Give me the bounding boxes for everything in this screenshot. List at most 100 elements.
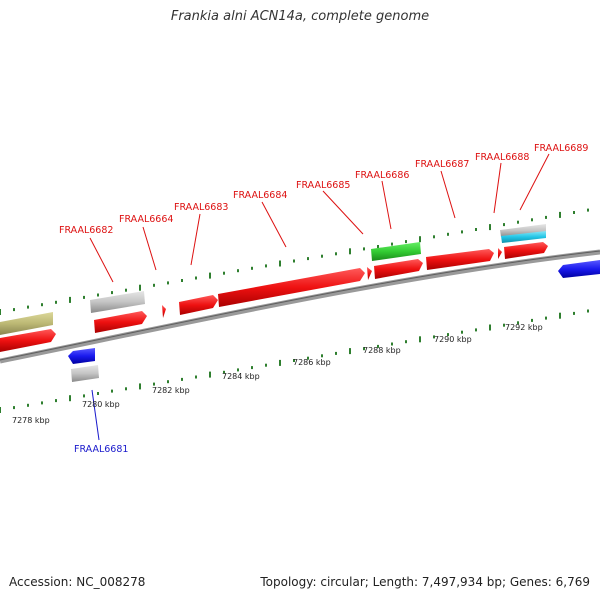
gene-arrow <box>218 268 365 307</box>
minor-tick <box>461 330 463 334</box>
major-tick <box>139 284 141 291</box>
gene-labels: FRAAL6682 FRAAL6664 FRAAL6683 FRAAL6684 … <box>59 143 588 455</box>
leader-line <box>322 190 364 235</box>
major-tick <box>209 272 211 279</box>
minor-tick <box>251 366 253 370</box>
minor-tick <box>587 309 589 313</box>
gene-label: FRAAL6664 <box>119 214 173 225</box>
minor-tick <box>433 335 435 339</box>
minor-tick <box>223 271 225 275</box>
genome-backbone <box>0 249 600 364</box>
minor-tick <box>363 247 365 251</box>
major-tick <box>559 211 561 218</box>
minor-tick <box>265 363 267 367</box>
kbp-label: 7292 kbp <box>505 323 543 332</box>
minor-tick <box>237 269 239 273</box>
minor-tick <box>307 257 309 261</box>
major-tick <box>139 383 141 390</box>
kbp-label: 7278 kbp <box>12 416 50 425</box>
gene-label: FRAAL6686 <box>355 170 409 181</box>
gene-label: FRAAL6681 <box>74 444 128 455</box>
minor-tick <box>41 303 43 307</box>
gene-arrow <box>367 267 372 280</box>
grey-feature <box>500 224 546 237</box>
minor-tick <box>13 406 15 410</box>
minor-tick <box>321 254 323 258</box>
minor-tick <box>195 375 197 379</box>
minor-tick <box>461 230 463 234</box>
gene-arrow <box>0 329 56 352</box>
kbp-label: 7288 kbp <box>363 346 401 355</box>
minor-tick <box>293 259 295 263</box>
major-tick <box>0 309 1 315</box>
minor-tick <box>363 347 365 351</box>
leader-line <box>91 389 100 441</box>
major-tick <box>489 224 491 231</box>
kbp-label: 7282 kbp <box>152 386 190 395</box>
minor-tick <box>97 392 99 395</box>
minor-tick <box>335 252 337 256</box>
minor-tick <box>167 281 169 285</box>
minor-tick <box>83 394 85 398</box>
minor-tick <box>223 370 225 374</box>
kbp-label: 7290 kbp <box>434 335 472 344</box>
gene-label: FRAAL6682 <box>59 225 113 236</box>
minor-tick <box>377 245 379 248</box>
minor-tick <box>237 368 239 372</box>
minor-tick <box>447 232 449 236</box>
cyan-feature <box>501 231 546 243</box>
gene-label: FRAAL6689 <box>534 143 588 154</box>
minor-tick <box>321 354 323 358</box>
minor-tick <box>181 279 183 282</box>
major-tick <box>419 336 421 343</box>
major-tick <box>209 371 211 378</box>
gene-arrow <box>162 305 166 318</box>
outer-tick-track <box>0 208 589 315</box>
major-tick <box>489 324 491 331</box>
major-tick <box>559 312 561 319</box>
gene-label: FRAAL6685 <box>296 180 350 191</box>
green-feature <box>371 242 421 261</box>
gene-arrow-reverse <box>68 348 95 364</box>
minor-tick <box>503 323 505 327</box>
leader-line <box>519 153 550 211</box>
minor-tick <box>13 308 15 312</box>
minor-tick <box>55 399 57 403</box>
grey-feature <box>90 291 145 313</box>
minor-tick <box>405 340 407 344</box>
gene-arrow <box>179 295 218 315</box>
gene-arrow <box>504 242 548 259</box>
major-tick <box>0 407 1 413</box>
major-tick <box>419 236 421 243</box>
label-leader-lines <box>89 153 550 441</box>
map-title: Frankia alni ACN14a, complete genome <box>170 9 430 24</box>
leader-line <box>261 201 287 248</box>
gene-arrow <box>374 259 423 279</box>
forward-genes <box>0 242 548 352</box>
major-tick <box>349 248 351 255</box>
leader-line <box>381 180 392 230</box>
minor-tick <box>391 342 393 346</box>
minor-tick <box>475 228 477 231</box>
major-tick <box>69 395 71 402</box>
minor-tick <box>125 288 127 292</box>
minor-tick <box>447 333 449 337</box>
minor-tick <box>41 401 43 405</box>
leader-line <box>142 226 157 271</box>
gene-label: FRAAL6684 <box>233 190 287 201</box>
minor-tick <box>433 235 435 239</box>
minor-tick <box>181 377 183 381</box>
minor-tick <box>335 351 337 355</box>
olive-feature <box>0 312 53 335</box>
leader-line <box>89 237 114 283</box>
minor-tick <box>153 382 155 386</box>
minor-tick <box>475 328 477 332</box>
minor-tick <box>517 220 519 224</box>
leader-line <box>493 162 502 214</box>
gene-label: FRAAL6683 <box>174 202 228 213</box>
major-tick <box>279 260 281 267</box>
gene-label: FRAAL6687 <box>415 159 469 170</box>
kbp-label: 7280 kbp <box>82 400 120 409</box>
major-tick <box>69 296 71 303</box>
